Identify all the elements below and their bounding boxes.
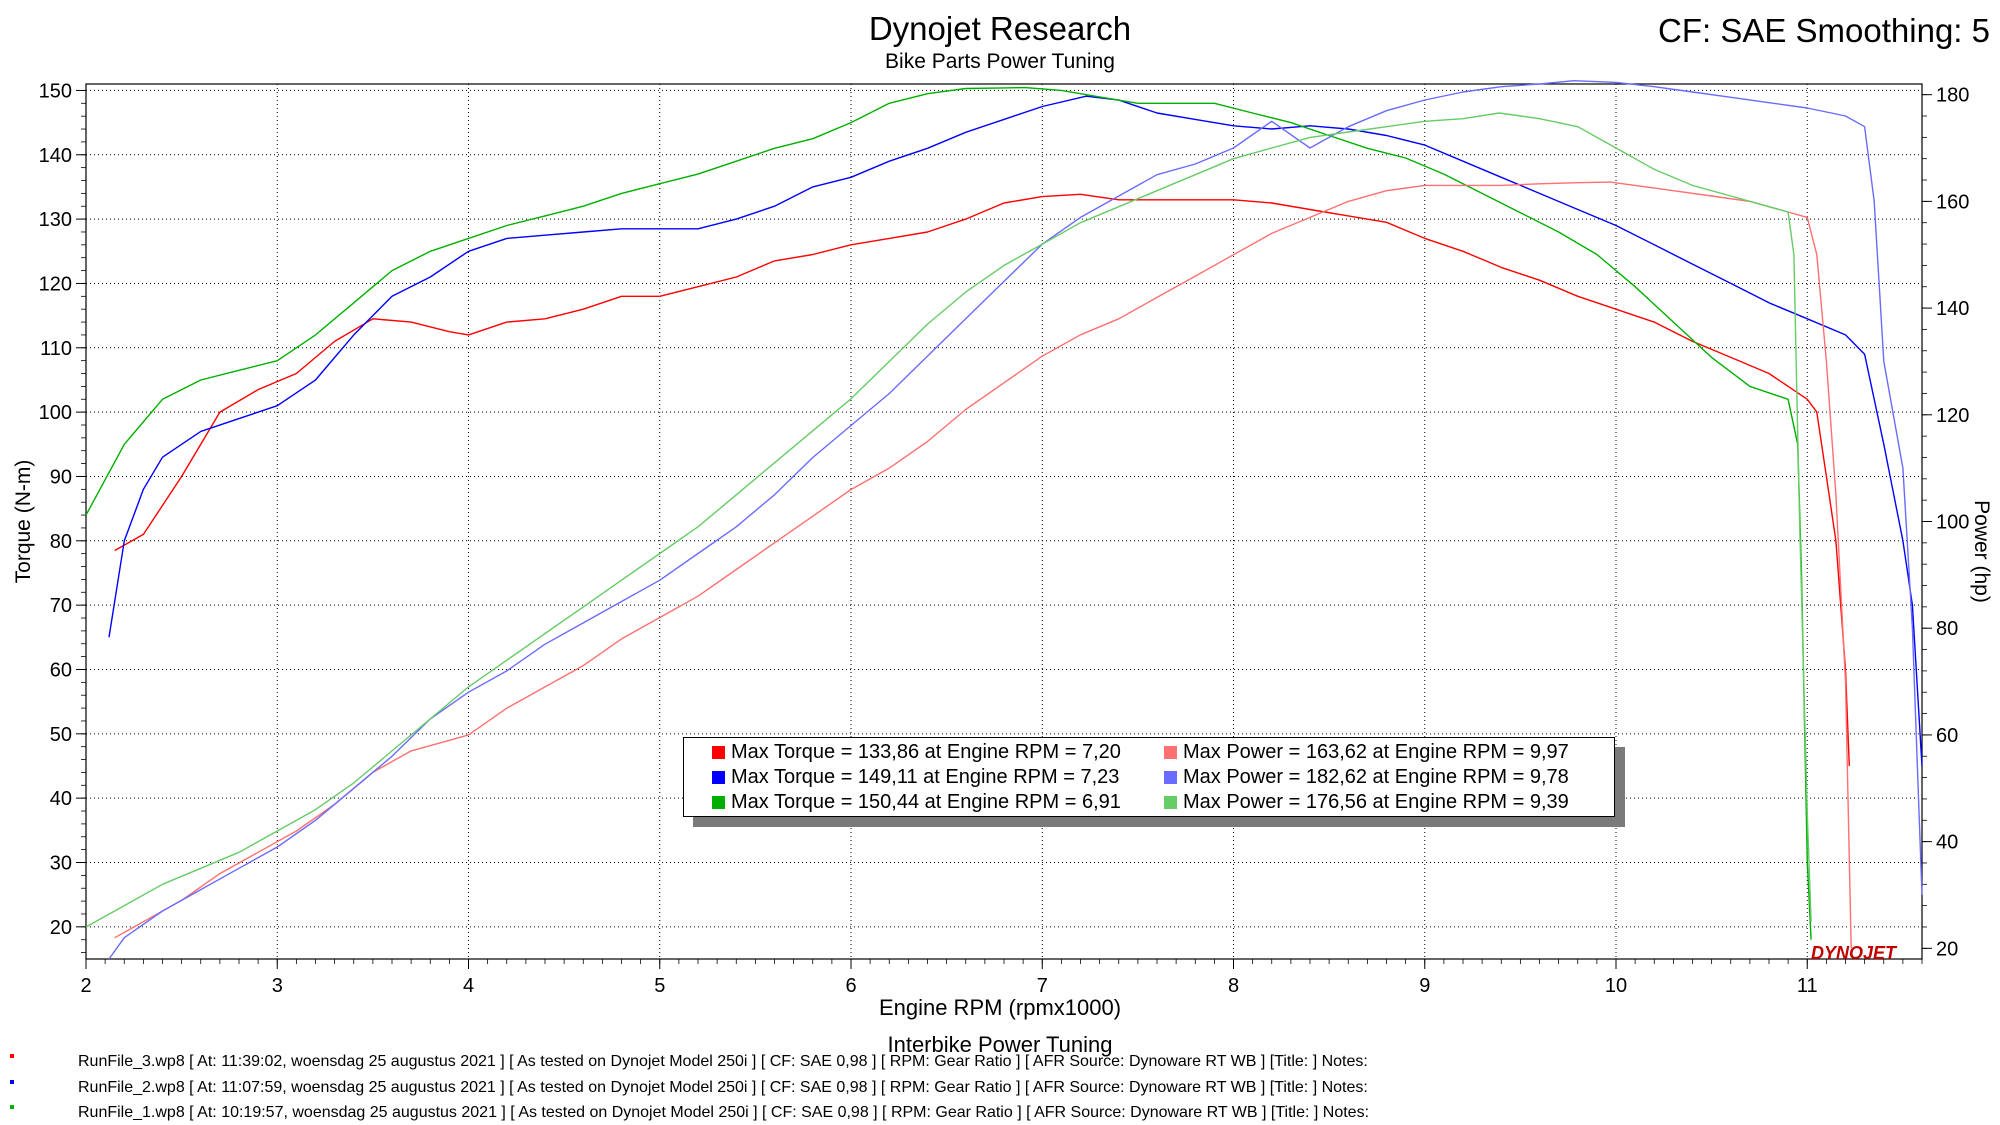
- chart-title: Dynojet Research: [868, 10, 1132, 47]
- y-tick-label: 30: [50, 852, 72, 874]
- x-tick-label: 4: [463, 975, 474, 997]
- run-color-marker: [10, 1105, 14, 1109]
- y2-tick-label: 180: [1936, 85, 1969, 107]
- y-tick-label: 110: [40, 338, 72, 360]
- run-color-marker: [10, 1080, 14, 1084]
- torque-series-line: [85, 86, 1812, 940]
- x-tick-label: 6: [845, 975, 856, 997]
- legend-swatch: [1164, 746, 1177, 759]
- y2-tick-label: 100: [1936, 512, 1969, 534]
- run-file-info: RunFile_3.wp8 [ At: 11:39:02, woensdag 2…: [78, 1053, 1368, 1070]
- legend-label: Max Torque = 149,11 at Engine RPM = 7,23: [731, 766, 1120, 788]
- legend-label: Max Power = 176,56 at Engine RPM = 9,39: [1183, 791, 1569, 813]
- legend-swatch: [712, 746, 725, 759]
- torque-series-line: [108, 95, 1923, 767]
- y2-tick-label: 160: [1936, 191, 1969, 213]
- legend-swatch: [1164, 796, 1177, 809]
- run-file-info: RunFile_2.wp8 [ At: 11:07:59, woensdag 2…: [78, 1079, 1368, 1096]
- y-tick-label: 50: [50, 724, 72, 746]
- legend-label: Max Power = 163,62 at Engine RPM = 9,97: [1183, 741, 1569, 763]
- y-tick-label: 140: [39, 145, 72, 167]
- y2-tick-label: 20: [1936, 938, 1958, 960]
- power-series-line: [114, 181, 1852, 949]
- torque-series-line: [114, 193, 1850, 767]
- y2-tick-label: 140: [1936, 298, 1969, 320]
- y2-axis-label: Power (hp): [1970, 500, 1993, 603]
- y-tick-label: 130: [39, 209, 72, 231]
- legend-item: Max Torque = 133,86 at Engine RPM = 7,20: [712, 741, 1121, 764]
- x-axis-label: Engine RPM (rpmx1000): [878, 995, 1122, 1020]
- footer-title: Interbike Power Tuning: [887, 1032, 1113, 1057]
- y2-tick-label: 80: [1936, 618, 1958, 640]
- legend-label: Max Torque = 133,86 at Engine RPM = 7,20: [731, 741, 1121, 763]
- x-tick-label: 11: [1797, 975, 1818, 997]
- legend-swatch: [712, 796, 725, 809]
- legend-item: Max Power = 176,56 at Engine RPM = 9,39: [1164, 791, 1569, 814]
- y-tick-label: 60: [50, 659, 72, 681]
- legend-label: Max Power = 182,62 at Engine RPM = 9,78: [1183, 766, 1569, 788]
- y-axis-label: Torque (N-m): [12, 460, 35, 584]
- y2-tick-label: 60: [1936, 725, 1958, 747]
- plot-frame: [85, 83, 1923, 960]
- x-tick-label: 7: [1037, 975, 1048, 997]
- y2-tick-label: 120: [1936, 405, 1969, 427]
- legend-item: Max Torque = 149,11 at Engine RPM = 7,23: [712, 766, 1119, 789]
- legend-swatch: [712, 771, 725, 784]
- y-tick-label: 80: [50, 531, 72, 553]
- y-tick-label: 120: [39, 273, 72, 295]
- legend-label: Max Torque = 150,44 at Engine RPM = 6,91: [731, 791, 1121, 813]
- run-color-marker: [10, 1054, 14, 1058]
- x-tick-label: 8: [1228, 975, 1239, 997]
- x-tick-label: 3: [272, 975, 283, 997]
- run-file-info: RunFile_1.wp8 [ At: 10:19:57, woensdag 2…: [78, 1104, 1370, 1121]
- legend-item: Max Power = 182,62 at Engine RPM = 9,78: [1164, 766, 1569, 789]
- chart-subtitle: Bike Parts Power Tuning: [885, 50, 1115, 73]
- correction-factor-info: CF: SAE Smoothing: 5: [1658, 12, 1990, 49]
- legend-item: Max Torque = 150,44 at Engine RPM = 6,91: [712, 791, 1121, 814]
- legend-item: Max Power = 163,62 at Engine RPM = 9,97: [1164, 741, 1569, 764]
- y-tick-label: 100: [39, 402, 72, 424]
- y2-tick-label: 40: [1936, 832, 1958, 854]
- y-tick-label: 40: [50, 788, 72, 810]
- x-tick-label: 5: [654, 975, 665, 997]
- power-series-line: [85, 112, 1812, 928]
- y-tick-label: 90: [50, 466, 72, 488]
- dynojet-logo: DYNOJET: [1811, 943, 1897, 963]
- chart-legend: Max Torque = 133,86 at Engine RPM = 7,20…: [683, 737, 1615, 817]
- y-tick-label: 70: [50, 595, 72, 617]
- power-series-line: [108, 79, 1923, 960]
- x-tick-label: 10: [1605, 975, 1627, 997]
- x-tick-label: 9: [1419, 975, 1430, 997]
- x-tick-label: 2: [80, 975, 91, 997]
- y-tick-label: 150: [39, 80, 72, 102]
- y-tick-label: 20: [50, 917, 72, 939]
- legend-swatch: [1164, 771, 1177, 784]
